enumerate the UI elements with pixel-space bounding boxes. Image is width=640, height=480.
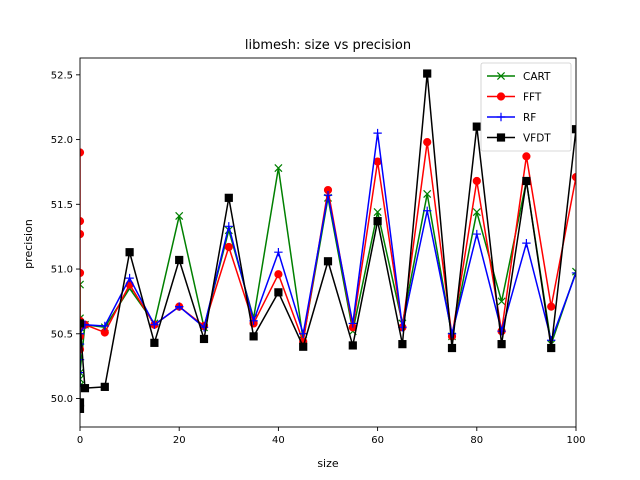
point-vfdt-4 [100, 382, 109, 391]
point-fft-16 [274, 270, 283, 279]
point-rf-11 [224, 222, 233, 231]
legend-entry-vfdt: VFDT [487, 133, 551, 145]
point-cart-12 [175, 211, 184, 220]
x-tick-label-5: 100 [566, 435, 585, 446]
point-cart-16 [274, 164, 283, 173]
point-rf-25 [571, 268, 576, 278]
point-rf-23 [522, 238, 531, 248]
point-vfdt-11 [274, 288, 283, 297]
point-rf-15 [323, 191, 333, 200]
point-cart-7 [80, 368, 85, 377]
legend-box [480, 62, 572, 152]
point-vfdt-5 [125, 248, 134, 257]
point-fft-22 [423, 138, 432, 147]
point-vfdt-6 [150, 338, 159, 347]
point-rf-9 [175, 302, 184, 311]
point-cart-5 [80, 375, 85, 384]
x-tick-label-0: 0 [77, 435, 83, 446]
x-tick-label-2: 40 [272, 435, 285, 446]
point-rf-21 [472, 229, 481, 239]
legend-marker-fft [496, 92, 506, 101]
point-vfdt-12 [299, 342, 308, 351]
point-vfdt-20 [497, 340, 506, 349]
point-fft-14 [224, 242, 233, 252]
point-rf-20 [447, 329, 457, 338]
legend-entry-fft: FFT [487, 92, 542, 104]
y-axis-label: precision [22, 219, 35, 269]
y-tick-label-0: 50.0 [51, 394, 73, 405]
series-vfdt [80, 69, 576, 413]
y-tick-label-1: 50.5 [51, 329, 73, 340]
point-vfdt-22 [547, 343, 556, 353]
point-rf-14 [299, 329, 308, 338]
series-layer [80, 69, 576, 413]
point-rf-17 [373, 128, 382, 138]
legend: CART FFT RF VFDT [480, 62, 572, 152]
point-vfdt-19 [472, 122, 481, 131]
point-cart-22 [423, 189, 432, 198]
legend-label-vfdt: VFDT [523, 133, 551, 145]
x-tick-label-1: 20 [173, 435, 186, 446]
point-fft-24 [472, 176, 481, 186]
y-tick-label-4: 52.0 [51, 135, 73, 146]
axes-frame [79, 57, 577, 428]
legend-entry-cart: CART [487, 71, 551, 83]
legend-entry-rf: RF [487, 112, 536, 124]
point-vfdt-16 [398, 340, 407, 349]
point-rf-19 [423, 206, 432, 215]
legend-label-rf: RF [523, 112, 536, 124]
legend-marker-cart [496, 71, 506, 81]
point-vfdt-13 [323, 257, 333, 266]
point-vfdt-14 [348, 341, 357, 350]
point-fft-20 [373, 157, 382, 166]
x-axis-label: size [317, 457, 339, 470]
point-rf-7 [125, 273, 134, 283]
point-rf-6 [100, 321, 109, 331]
point-cart-24 [472, 208, 481, 217]
point-vfdt-23 [571, 125, 576, 134]
point-cart-28 [571, 267, 576, 276]
y-tick-label-5: 52.5 [51, 70, 73, 81]
axes-layer: 0 20 40 60 80 100 50.0 50.5 51.0 51.5 52.0 52.5 [51, 57, 586, 446]
point-rf-4 [80, 329, 85, 338]
point-fft-28 [571, 173, 576, 182]
point-cart-20 [373, 208, 382, 217]
y-tick-label-3: 51.5 [51, 200, 73, 211]
point-vfdt-10 [249, 332, 258, 341]
y-tick-label-2: 51.0 [51, 265, 73, 276]
point-vfdt-15 [373, 217, 382, 226]
point-vfdt-17 [423, 69, 432, 78]
legend-label-cart: CART [523, 71, 551, 83]
point-fft-27 [547, 302, 556, 311]
legend-label-fft: FFT [523, 92, 542, 104]
chart-title: libmesh: size vs precision [245, 38, 411, 53]
point-rf-8 [150, 320, 159, 329]
point-rf-2 [80, 368, 85, 377]
point-vfdt-8 [199, 334, 209, 344]
point-fft-26 [522, 152, 531, 161]
point-rf-0 [80, 339, 85, 349]
x-tick-label-3: 60 [371, 435, 384, 446]
point-rf-16 [348, 319, 357, 328]
point-vfdt-7 [175, 255, 184, 265]
point-vfdt-21 [522, 176, 531, 186]
point-cart-0 [80, 280, 85, 289]
point-cart-25 [497, 297, 506, 306]
legend-marker-rf [496, 112, 506, 122]
x-tick-label-4: 80 [470, 435, 483, 446]
point-rf-13 [274, 248, 283, 257]
point-vfdt-9 [224, 193, 233, 202]
point-vfdt-18 [447, 343, 457, 353]
point-vfdt-3 [80, 384, 90, 393]
point-rf-22 [497, 326, 506, 336]
legend-marker-vfdt [496, 133, 506, 142]
